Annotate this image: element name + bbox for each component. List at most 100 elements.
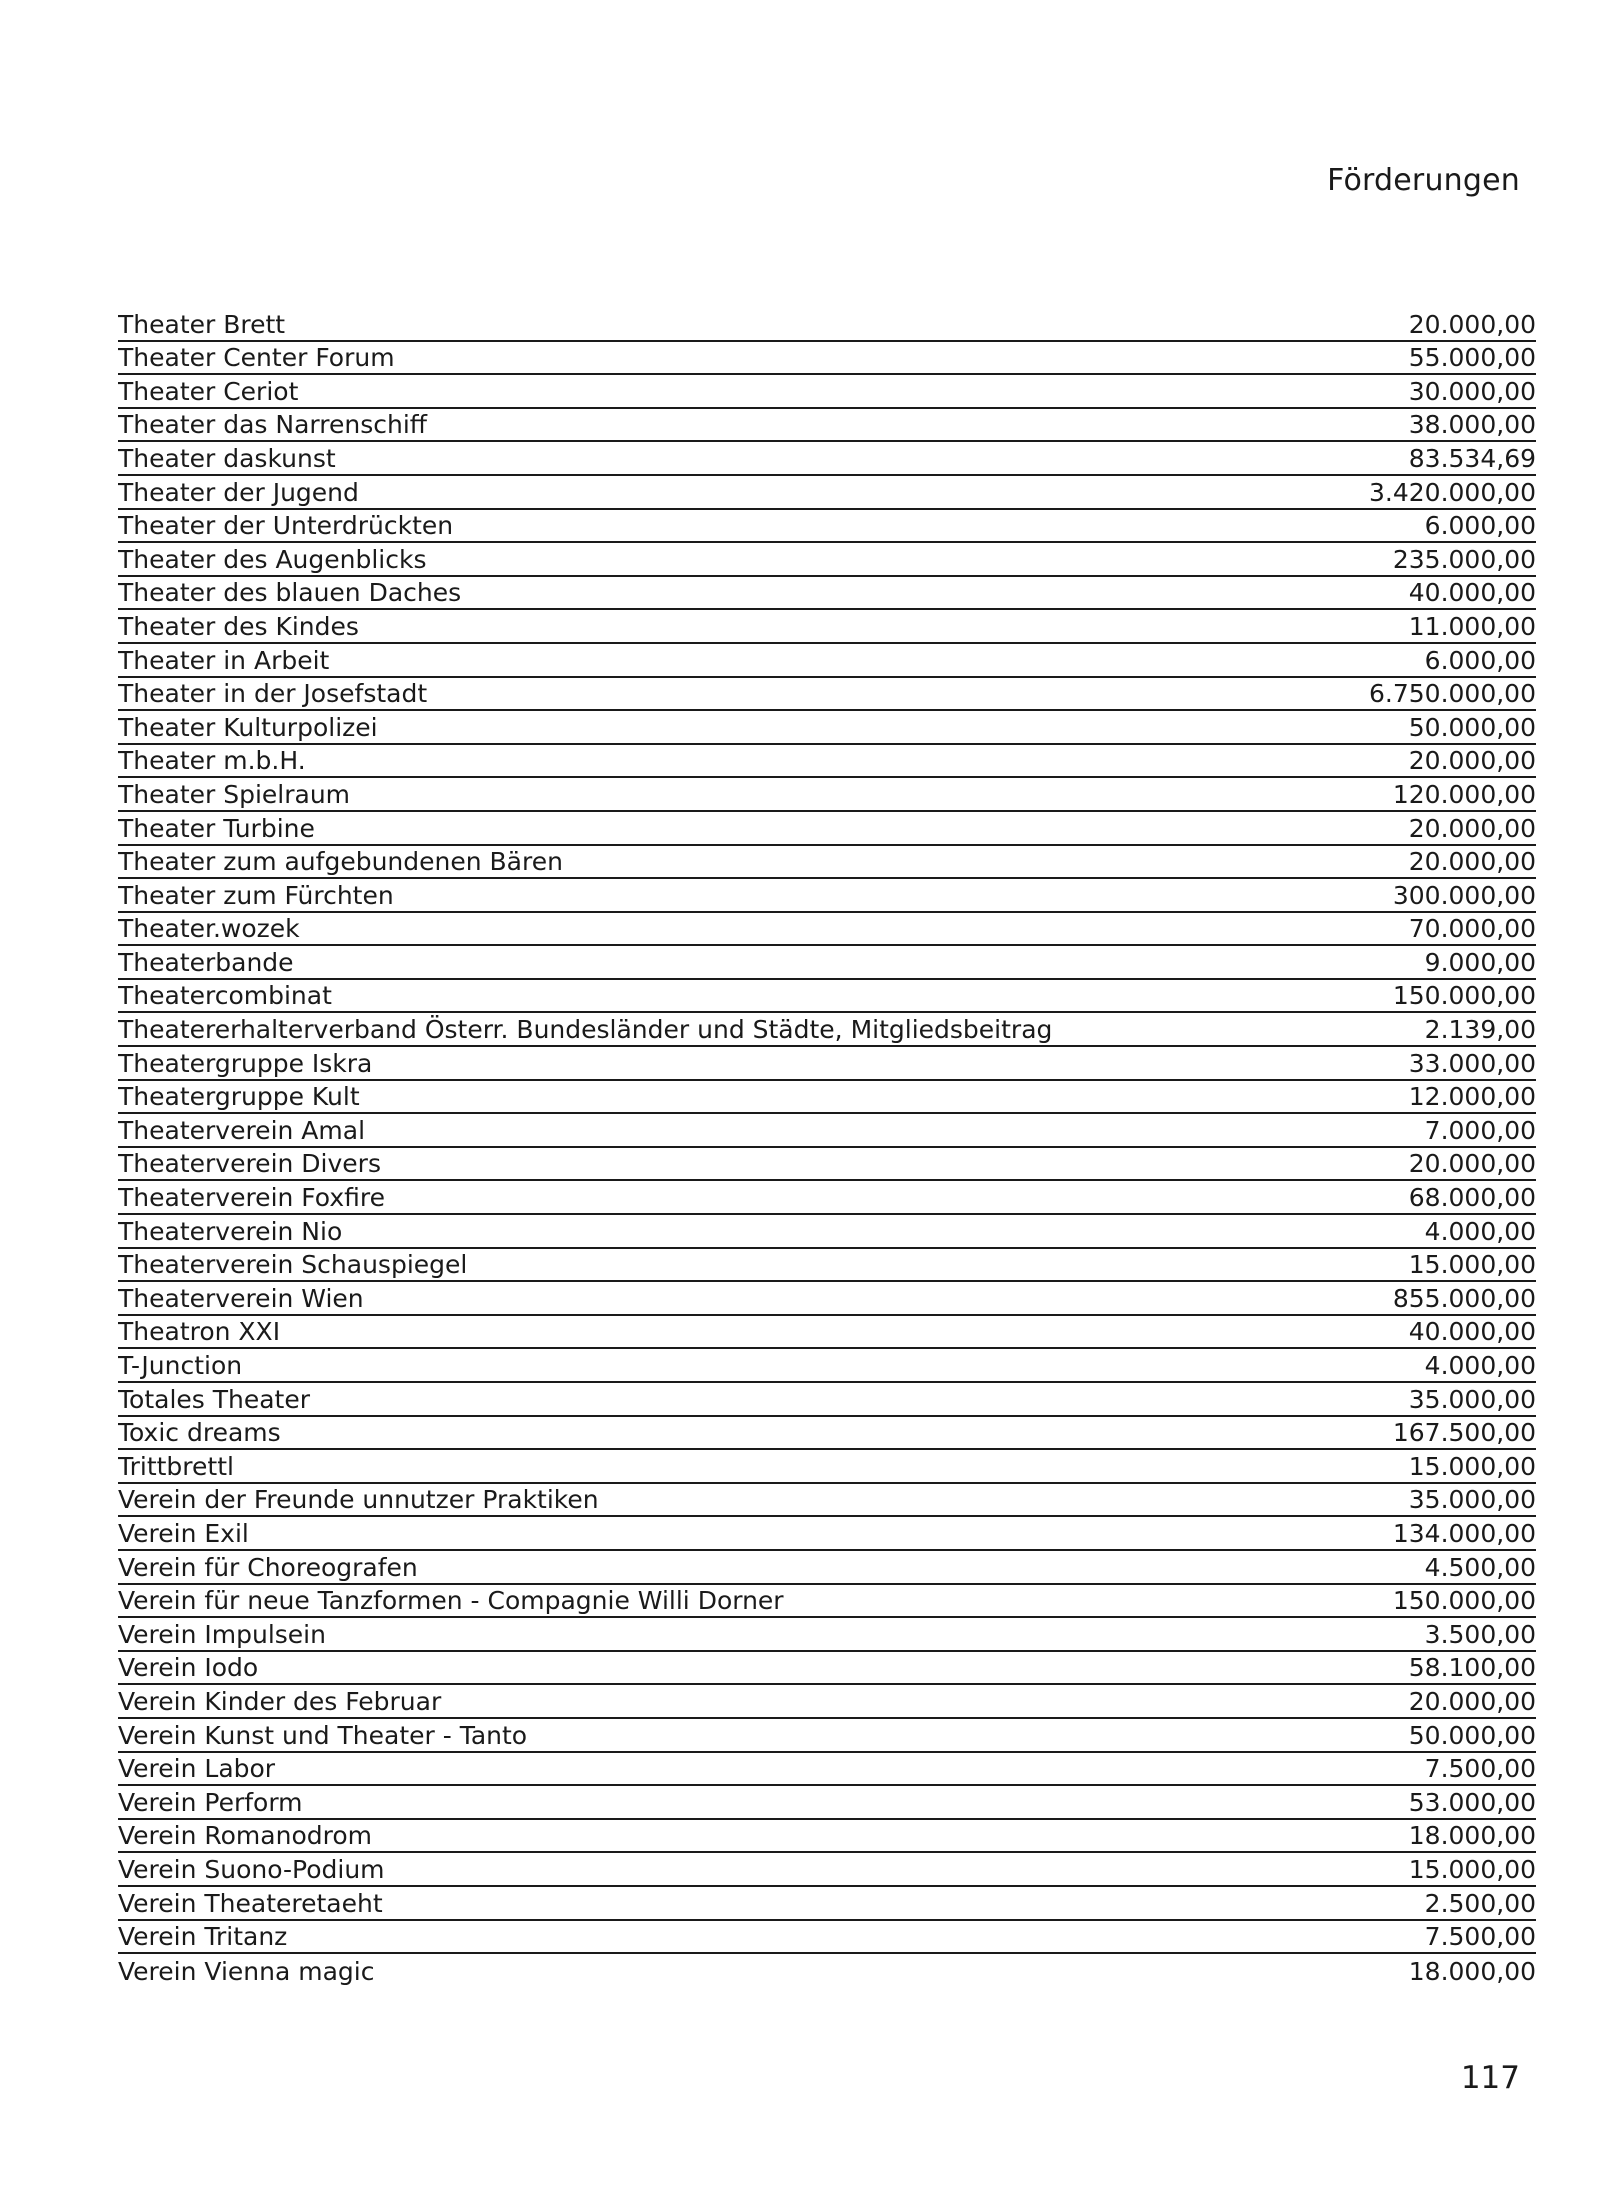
recipient-name: Verein Labor [118, 1751, 1216, 1787]
table-row: Theaterbande 9.000,00 [118, 945, 1536, 980]
funding-amount: 70.000,00 [1216, 911, 1536, 947]
funding-amount: 3.500,00 [1216, 1617, 1536, 1652]
funding-amount: 150.000,00 [1216, 1583, 1536, 1619]
table-row: T-Junction 4.000,00 [118, 1348, 1536, 1383]
funding-amount: 6.000,00 [1216, 642, 1536, 678]
recipient-name: Theaterverein Foxfire [118, 1180, 1216, 1216]
table-row: Verein Theateretaeht 2.500,00 [118, 1885, 1536, 1921]
recipient-name: Theater zum aufgebundenen Bären [118, 844, 1216, 880]
table-row: Theaterverein Divers 20.000,00 [118, 1146, 1536, 1182]
table-row: Theater Spielraum 120.000,00 [118, 777, 1536, 812]
table-row: Theaterverein Schauspiegel 15.000,00 [118, 1247, 1536, 1283]
funding-amount: 2.500,00 [1216, 1885, 1536, 1921]
table-row: Theater der Unterdrückten 6.000,00 [118, 508, 1536, 544]
recipient-name: Theater Turbine [118, 810, 1216, 846]
page-header-title: Förderungen [1327, 163, 1520, 198]
table-row: Theater des Kindes 11.000,00 [118, 609, 1536, 644]
funding-amount: 300.000,00 [1216, 878, 1536, 913]
recipient-name: Theaterverein Wien [118, 1281, 1216, 1316]
recipient-name: Theater das Narrenschiff [118, 407, 1216, 443]
recipient-name: Theatercombinat [118, 978, 1216, 1014]
table-row: Verein Tritanz 7.500,00 [118, 1919, 1536, 1955]
recipient-name: Verein Romanodrom [118, 1818, 1216, 1854]
table-row: Verein Labor 7.500,00 [118, 1751, 1536, 1787]
recipient-name: Theater des blauen Daches [118, 575, 1216, 611]
table-row: Theater daskunst 83.534,69 [118, 441, 1536, 476]
recipient-name: Theaterverein Divers [118, 1146, 1216, 1182]
funding-amount: 20.000,00 [1216, 844, 1536, 880]
funding-amount: 6.000,00 [1216, 508, 1536, 544]
funding-amount: 11.000,00 [1216, 609, 1536, 644]
table-row: Totales Theater 35.000,00 [118, 1382, 1536, 1417]
table-row: Theater Brett 20.000,00 [118, 307, 1536, 342]
recipient-name: Theaterverein Schauspiegel [118, 1247, 1216, 1283]
funding-amount: 58.100,00 [1216, 1650, 1536, 1686]
funding-amount: 50.000,00 [1216, 710, 1536, 745]
recipient-name: Theater.wozek [118, 911, 1216, 947]
table-row: Theater Turbine 20.000,00 [118, 810, 1536, 846]
table-row: Theaterverein Wien 855.000,00 [118, 1281, 1536, 1316]
recipient-name: T-Junction [118, 1348, 1216, 1383]
recipient-name: Theatererhalterverband Österr. Bundeslän… [118, 1012, 1216, 1048]
table-row: Toxic dreams 167.500,00 [118, 1415, 1536, 1451]
page-number: 117 [1460, 2060, 1520, 2096]
recipient-name: Toxic dreams [118, 1415, 1216, 1451]
recipient-name: Theaterverein Nio [118, 1214, 1216, 1249]
recipient-name: Theatron XXI [118, 1314, 1216, 1350]
recipient-name: Trittbrettl [118, 1449, 1216, 1484]
funding-amount: 20.000,00 [1216, 1146, 1536, 1182]
table-row: Theatererhalterverband Österr. Bundeslän… [118, 1012, 1536, 1048]
funding-amount: 12.000,00 [1216, 1079, 1536, 1115]
table-row: Theater zum Fürchten 300.000,00 [118, 878, 1536, 913]
recipient-name: Verein Theateretaeht [118, 1885, 1216, 1921]
table-row: Verein Iodo 58.100,00 [118, 1650, 1536, 1686]
recipient-name: Theatergruppe Iskra [118, 1046, 1216, 1081]
funding-amount: 4.000,00 [1216, 1348, 1536, 1383]
table-row: Theater zum aufgebundenen Bären 20.000,00 [118, 844, 1536, 880]
funding-amount: 30.000,00 [1216, 374, 1536, 409]
table-row: Verein Romanodrom 18.000,00 [118, 1818, 1536, 1854]
recipient-name: Theatergruppe Kult [118, 1079, 1216, 1115]
funding-amount: 18.000,00 [1216, 1818, 1536, 1854]
funding-amount: 134.000,00 [1216, 1516, 1536, 1551]
funding-amount: 38.000,00 [1216, 407, 1536, 443]
recipient-name: Theater Ceriot [118, 374, 1216, 409]
funding-amount: 235.000,00 [1216, 542, 1536, 577]
table-row: Verein der Freunde unnutzer Praktiken 35.… [118, 1482, 1536, 1518]
recipient-name: Theater Spielraum [118, 777, 1216, 812]
funding-amount: 53.000,00 [1216, 1785, 1536, 1820]
recipient-name: Totales Theater [118, 1382, 1216, 1417]
table-row: Theater m.b.H. 20.000,00 [118, 743, 1536, 779]
funding-amount: 3.420.000,00 [1216, 474, 1536, 510]
recipient-name: Theater Center Forum [118, 340, 1216, 376]
funding-amount: 4.500,00 [1216, 1549, 1536, 1585]
recipient-name: Theater der Jugend [118, 474, 1216, 510]
table-row: Verein Kunst und Theater - Tanto 50.000,0… [118, 1717, 1536, 1753]
table-row: Theatercombinat 150.000,00 [118, 978, 1536, 1014]
funding-amount: 35.000,00 [1216, 1382, 1536, 1417]
table-row: Theatergruppe Kult 12.000,00 [118, 1079, 1536, 1115]
funding-table-container: Theater Brett 20.000,00 Theater Center For… [118, 307, 1536, 1987]
funding-amount: 50.000,00 [1216, 1717, 1536, 1753]
table-row: Theater Kulturpolizei 50.000,00 [118, 710, 1536, 745]
table-row: Verein Vienna magic 18.000,00 [118, 1953, 1536, 1987]
funding-amount: 7.500,00 [1216, 1919, 1536, 1955]
funding-amount: 20.000,00 [1216, 810, 1536, 846]
table-row: Verein Suono-Podium 15.000,00 [118, 1852, 1536, 1887]
recipient-name: Verein Suono-Podium [118, 1852, 1216, 1887]
table-row: Theaterverein Nio 4.000,00 [118, 1214, 1536, 1249]
table-row: Theater der Jugend 3.420.000,00 [118, 474, 1536, 510]
funding-amount: 7.500,00 [1216, 1751, 1536, 1787]
funding-amount: 6.750.000,00 [1216, 676, 1536, 712]
funding-amount: 40.000,00 [1216, 1314, 1536, 1350]
funding-amount: 35.000,00 [1216, 1482, 1536, 1518]
funding-amount: 9.000,00 [1216, 945, 1536, 980]
table-row: Verein Kinder des Februar 20.000,00 [118, 1684, 1536, 1719]
recipient-name: Verein Vienna magic [118, 1956, 375, 1986]
funding-amount: 20.000,00 [1216, 307, 1536, 342]
funding-amount: 15.000,00 [1216, 1247, 1536, 1283]
funding-amount: 855.000,00 [1216, 1281, 1536, 1316]
funding-amount: 20.000,00 [1216, 1684, 1536, 1719]
table-row: Theaterverein Foxfire 68.000,00 [118, 1180, 1536, 1216]
recipient-name: Theater in Arbeit [118, 642, 1216, 678]
